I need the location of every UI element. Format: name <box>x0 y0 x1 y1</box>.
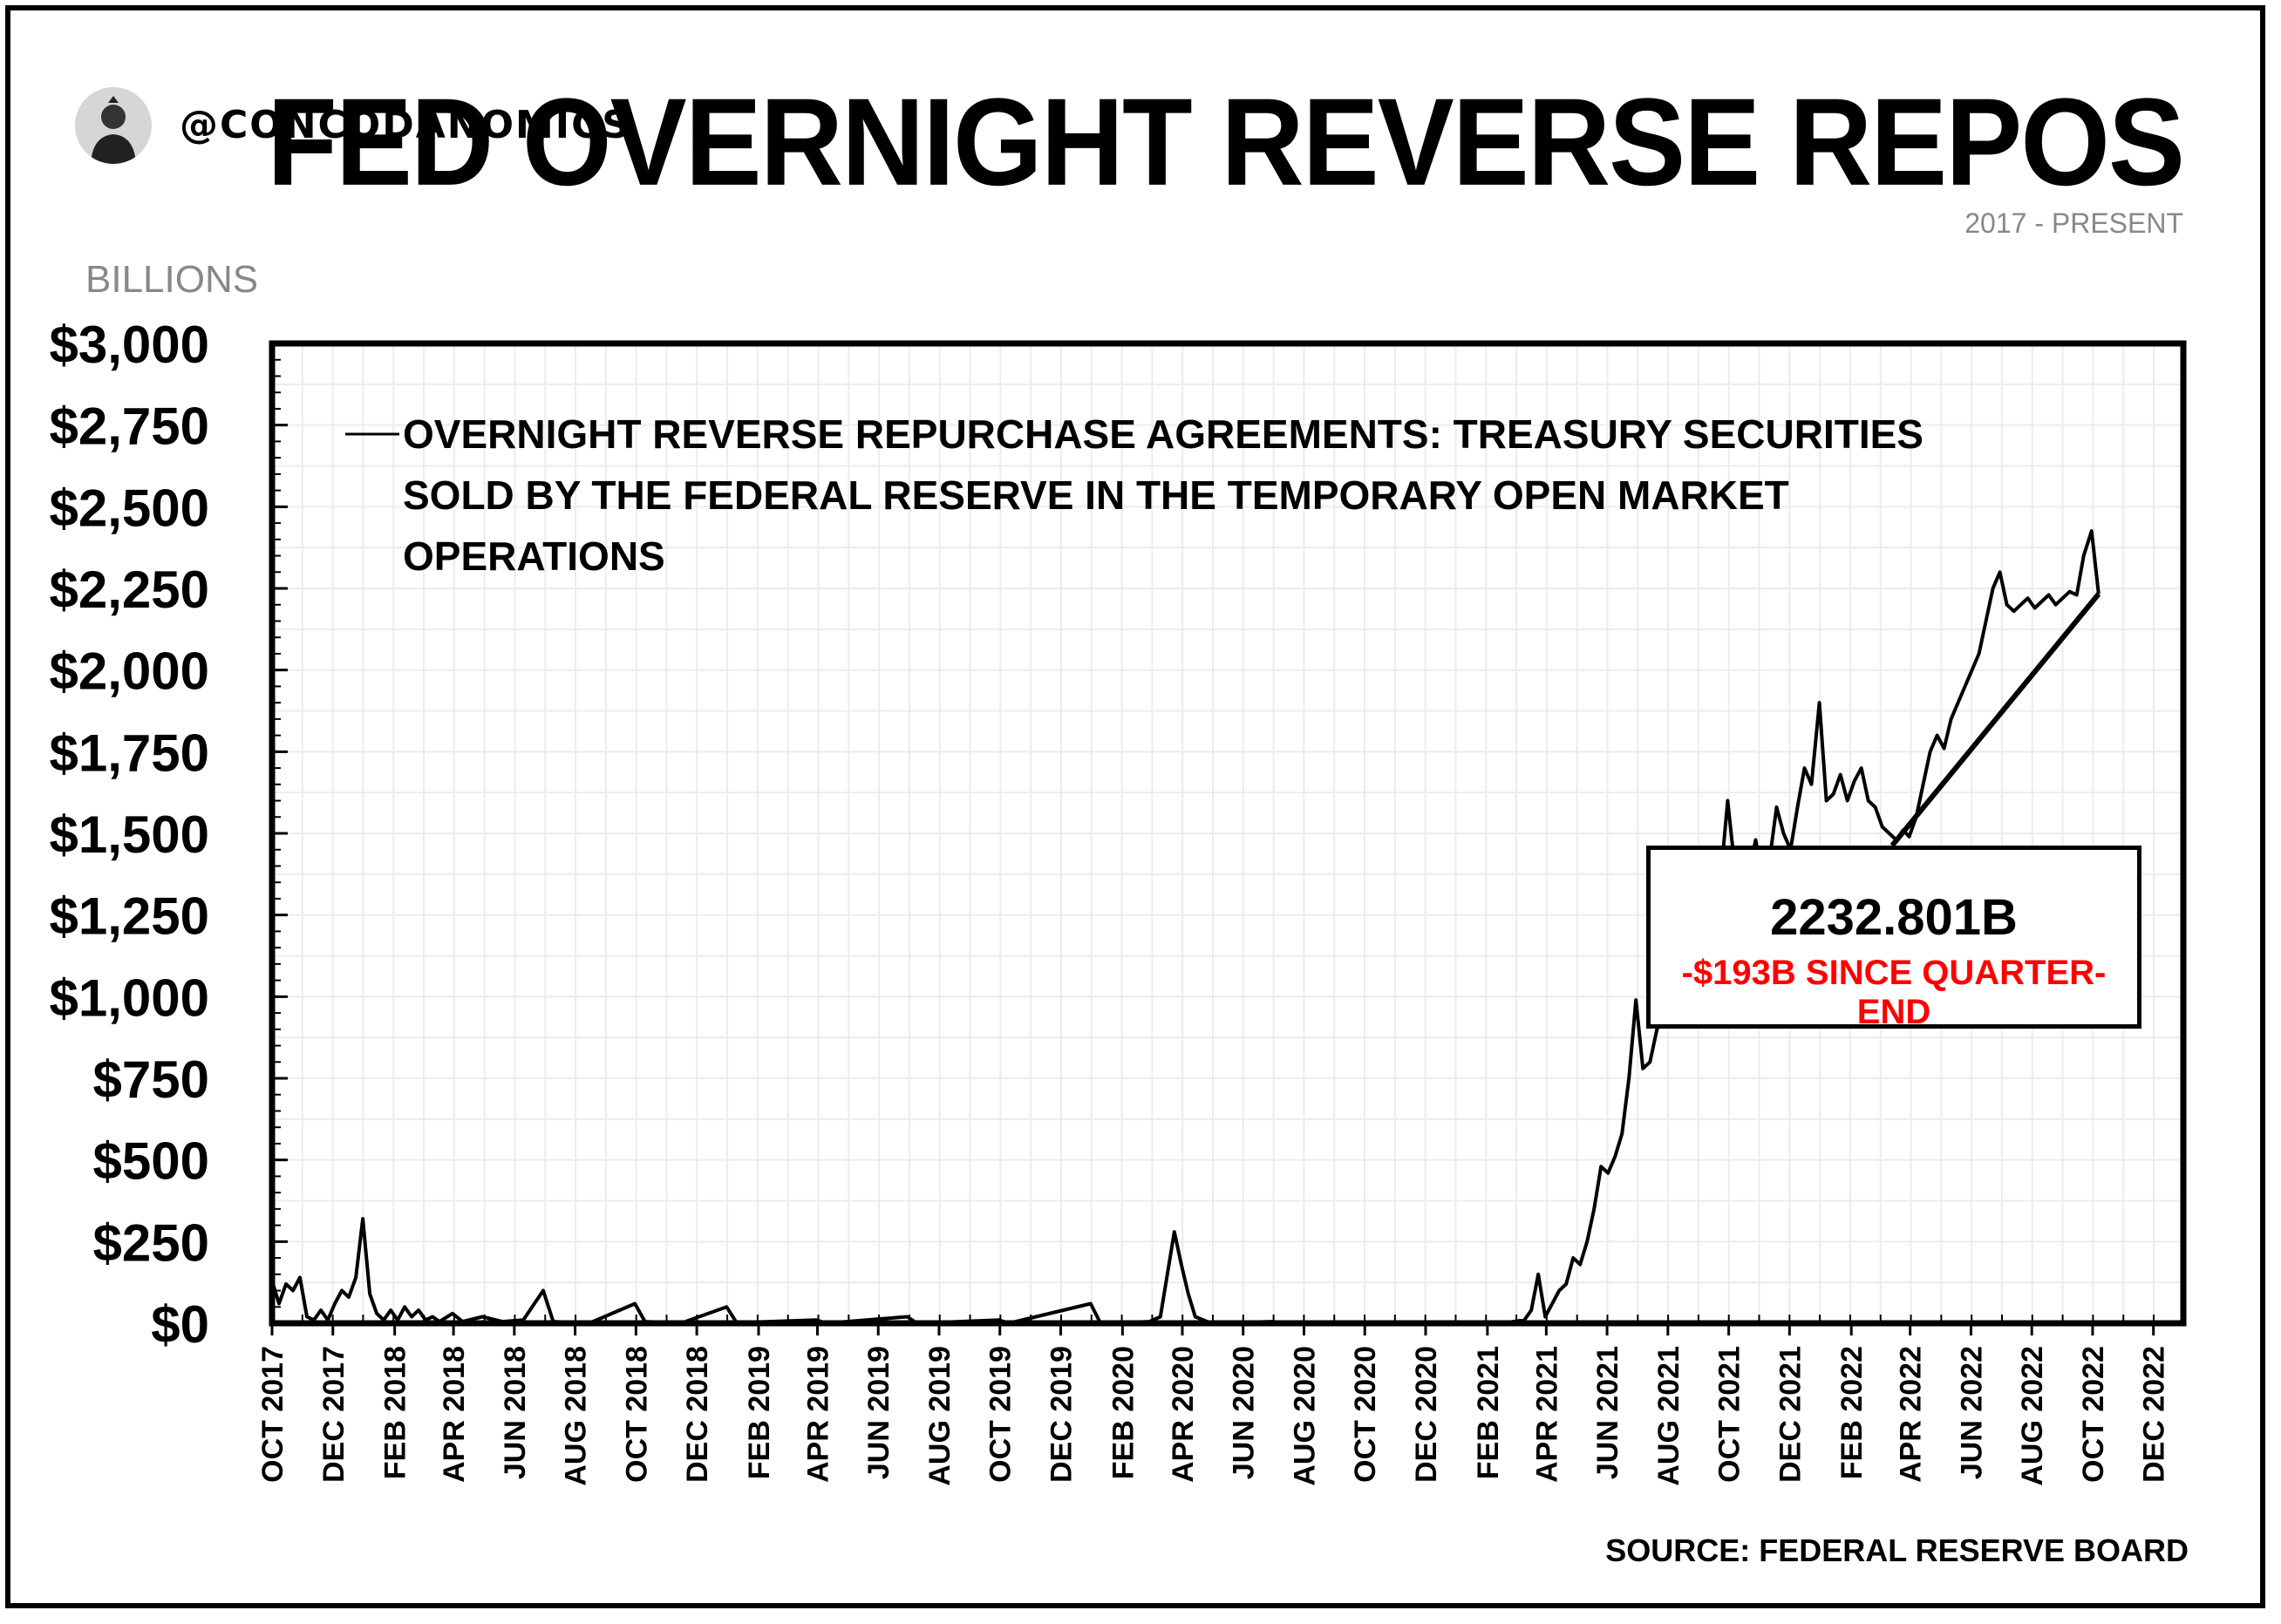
y-axis-ticks: $0 $250 $500 $750 $1,000 $1,250 $1,500 $1,750 $2… <box>49 316 288 1354</box>
x-tick-label: APR 2020 <box>1167 1346 1200 1483</box>
x-tick-label: AUG 2019 <box>923 1346 957 1486</box>
callout-value: 2232.801B <box>1770 889 2018 946</box>
x-tick-label: OCT 2018 <box>620 1346 653 1483</box>
x-tick-label: JUN 2019 <box>862 1346 895 1479</box>
x-tick-label: FEB 2022 <box>1835 1346 1869 1479</box>
y-tick-label: $2,250 <box>49 561 209 619</box>
x-tick-label: FEB 2018 <box>379 1346 412 1479</box>
x-tick-label: JUN 2021 <box>1591 1346 1624 1479</box>
x-tick-label: DEC 2022 <box>2138 1346 2171 1483</box>
legend-entry-text: OPERATIONS <box>403 533 665 579</box>
x-tick-label: OCT 2021 <box>1713 1346 1746 1483</box>
x-tick-label: JUN 2018 <box>499 1346 532 1479</box>
y-tick-label: $500 <box>93 1132 209 1191</box>
y-tick-label: $2,750 <box>49 398 209 456</box>
plot-border <box>269 340 2187 1327</box>
x-axis-ticks: OCT 2017 DEC 2017 FEB 2018 APR 2018 JUN 2018… <box>256 1315 2171 1486</box>
x-tick-label: JUN 2022 <box>1955 1346 1988 1479</box>
x-tick-label: AUG 2018 <box>560 1346 593 1486</box>
person-icon <box>91 96 136 164</box>
y-tick-label: $250 <box>93 1213 209 1272</box>
y-tick-label: $1,500 <box>49 805 209 864</box>
annotation-leader-line <box>1889 592 2101 847</box>
y-tick-label: $1,000 <box>49 968 209 1027</box>
page-subtitle: 2017 - PRESENT <box>1964 207 2183 239</box>
x-tick-label: APR 2019 <box>801 1346 834 1483</box>
x-tick-label: JUN 2020 <box>1228 1346 1261 1479</box>
legend-entry-text: OVERNIGHT REVERSE REPURCHASE AGREEMENTS:… <box>403 411 1924 457</box>
chart-grid <box>271 343 2183 1324</box>
y-tick-label: $750 <box>93 1050 209 1109</box>
x-tick-label: DEC 2017 <box>317 1346 351 1483</box>
x-tick-label: FEB 2020 <box>1106 1346 1140 1479</box>
x-tick-label: APR 2021 <box>1530 1346 1563 1483</box>
chart-legend: OVERNIGHT REVERSE REPURCHASE AGREEMENTS:… <box>345 411 1924 579</box>
x-tick-label: AUG 2021 <box>1652 1346 1685 1486</box>
x-tick-label: DEC 2018 <box>681 1346 714 1483</box>
x-tick-label: OCT 2022 <box>2077 1346 2110 1483</box>
y-tick-label: $2,000 <box>49 642 209 701</box>
y-tick-label: $1,750 <box>49 724 209 782</box>
chart-series <box>270 529 2101 1325</box>
value-callout: 2232.801B -$193B SINCE QUARTER-END <box>1646 846 2141 1031</box>
x-tick-label: FEB 2019 <box>743 1346 776 1479</box>
y-tick-label: $1,250 <box>49 887 209 946</box>
x-tick-label: OCT 2019 <box>984 1346 1018 1483</box>
x-tick-label: DEC 2020 <box>1410 1346 1443 1483</box>
x-tick-label: AUG 2020 <box>1288 1346 1321 1486</box>
series-line <box>270 529 2101 1325</box>
y-tick-label: $2,500 <box>49 479 209 537</box>
x-tick-label: DEC 2021 <box>1774 1346 1807 1483</box>
y-tick-label: $0 <box>151 1295 209 1354</box>
legend-entry-text: SOLD BY THE FEDERAL RESERVE IN THE TEMPO… <box>403 472 1789 518</box>
x-tick-label: DEC 2019 <box>1045 1346 1078 1483</box>
avatar <box>75 87 152 164</box>
x-tick-label: AUG 2022 <box>2016 1346 2049 1486</box>
x-tick-label: OCT 2017 <box>256 1346 289 1483</box>
author-handle[interactable]: @CONCODANOMICS <box>180 103 631 147</box>
callout-change: -$193B SINCE QUARTER-END <box>1681 954 2107 1031</box>
x-tick-label: APR 2022 <box>1895 1346 1928 1483</box>
x-tick-label: FEB 2021 <box>1472 1346 1505 1479</box>
y-axis-label: BILLIONS <box>85 258 259 301</box>
source-note: SOURCE: FEDERAL RESERVE BOARD <box>1605 1532 2189 1568</box>
chart-frame <box>5 5 2265 1608</box>
y-tick-label: $3,000 <box>49 316 209 374</box>
x-tick-label: APR 2018 <box>438 1346 471 1483</box>
x-tick-label: OCT 2020 <box>1349 1346 1382 1483</box>
page-title: FED OVERNIGHT REVERSE REPOS <box>267 72 2185 212</box>
